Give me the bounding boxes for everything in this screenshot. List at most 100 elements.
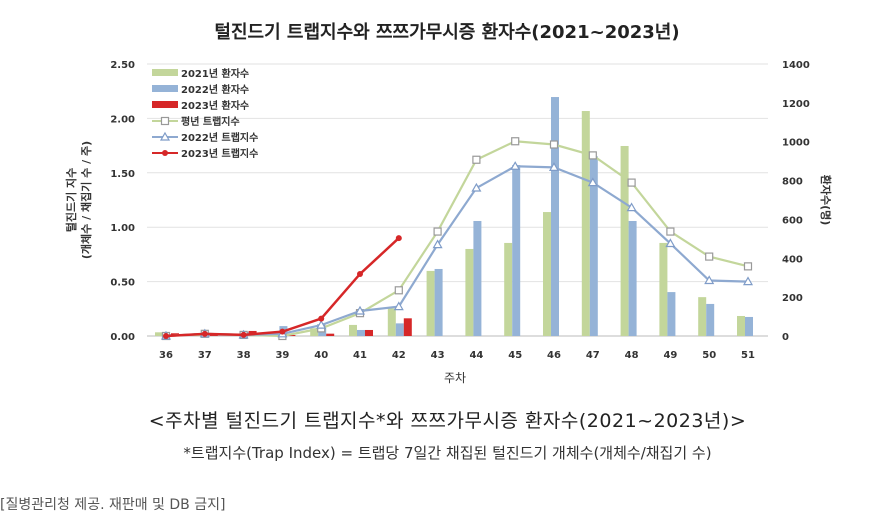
x-tick: 36 — [159, 350, 173, 361]
chart-title: 털진드기 트랩지수와 쯔쯔가무시증 환자수(2021~2023년) — [214, 21, 679, 43]
x-tick: 37 — [198, 350, 212, 361]
x-tick: 39 — [275, 350, 289, 361]
point-2023년-트랩지수-week-40 — [318, 315, 325, 322]
point-2022년-트랩지수-week-51 — [742, 276, 754, 286]
point-2022년-트랩지수-week-40 — [316, 319, 327, 329]
bar-2023년-환자수-week-39 — [287, 335, 296, 336]
legend-swatch — [152, 69, 178, 76]
point-2022년-트랩지수-week-50 — [704, 275, 715, 285]
legend-label: 2022년 환자수 — [181, 83, 249, 96]
point-2023년-트랩지수-week-36 — [163, 333, 169, 339]
legend-swatch — [152, 101, 178, 108]
y-tick-right: 1000 — [782, 138, 810, 149]
point-평년-트랩지수-week-45 — [511, 137, 520, 146]
bar-2021년-환자수-week-48 — [620, 145, 629, 336]
bar-2021년-환자수-week-36 — [155, 332, 163, 336]
y-tick-right: 1200 — [782, 99, 810, 110]
point-2023년-트랩지수-week-37 — [201, 330, 208, 337]
y-tick-right: 600 — [782, 215, 803, 226]
bar-2021년-환자수-week-44 — [465, 248, 474, 336]
bar-2022년-환자수-week-50 — [706, 303, 715, 336]
y-tick-right: 400 — [782, 254, 803, 265]
legend-marker — [159, 131, 171, 141]
bar-2021년-환자수-week-41 — [349, 324, 357, 336]
x-tick: 42 — [392, 350, 406, 361]
point-평년-트랩지수-week-42 — [394, 286, 403, 295]
bar-2022년-환자수-week-46 — [551, 97, 559, 337]
point-2022년-트랩지수-week-44 — [471, 182, 482, 192]
y-axis-label-left-1: 털진드기 지수 — [64, 168, 78, 233]
legend-marker — [160, 116, 170, 126]
x-tick: 44 — [469, 350, 483, 361]
point-2022년-트랩지수-week-47 — [587, 177, 598, 187]
point-평년-트랩지수-week-48 — [627, 178, 636, 187]
x-tick: 50 — [702, 350, 716, 361]
bar-2021년-환자수-week-45 — [504, 242, 513, 336]
point-2023년-트랩지수-week-39 — [279, 328, 286, 335]
x-tick: 45 — [508, 350, 522, 361]
point-평년-트랩지수-week-47 — [588, 151, 597, 160]
bar-2021년-환자수-week-46 — [543, 212, 551, 336]
legend-label: 2021년 환자수 — [181, 67, 249, 80]
legend-marker — [162, 150, 168, 156]
chart: 털진드기 트랩지수와 쯔쯔가무시증 환자수(2021~2023년) 0.000.… — [64, 21, 833, 385]
point-평년-트랩지수-week-43 — [433, 227, 442, 236]
point-평년-트랩지수-week-49 — [666, 227, 675, 236]
bar-2023년-환자수-week-40 — [326, 333, 335, 336]
y-tick-right: 0 — [782, 332, 789, 343]
source-credit: [질병관리청 제공. 재판매 및 DB 금지] — [0, 497, 226, 513]
x-tick: 41 — [353, 350, 367, 361]
x-tick: 40 — [314, 350, 328, 361]
point-2022년-트랩지수-week-46 — [548, 162, 560, 171]
x-tick: 49 — [663, 350, 677, 361]
footnote: *트랩지수(Trap Index) = 트랩당 7일간 채집된 털진드기 개체수… — [183, 444, 712, 462]
bar-2021년-환자수-week-47 — [581, 111, 590, 336]
y-tick-right: 200 — [782, 293, 803, 304]
bar-2023년-환자수-week-42 — [403, 318, 412, 336]
y-tick-left: 1.50 — [110, 169, 135, 180]
point-평년-트랩지수-week-44 — [472, 155, 481, 164]
x-tick: 47 — [586, 350, 600, 361]
point-평년-트랩지수-week-50 — [705, 252, 714, 261]
legend-swatch — [152, 85, 178, 92]
point-2022년-트랩지수-week-45 — [510, 161, 521, 170]
point-2023년-트랩지수-week-41 — [357, 270, 363, 277]
point-2023년-트랩지수-week-42 — [395, 235, 402, 242]
bar-2022년-환자수-week-44 — [473, 220, 482, 336]
point-2023년-트랩지수-week-38 — [240, 331, 247, 338]
x-tick: 51 — [741, 350, 755, 361]
x-axis-label: 주차 — [444, 371, 466, 385]
x-tick: 46 — [547, 350, 561, 361]
bar-2021년-환자수-week-40 — [310, 328, 319, 336]
y-tick-left: 0.00 — [110, 332, 135, 343]
y-tick-right: 800 — [782, 177, 803, 188]
point-2022년-트랩지수-week-42 — [393, 301, 404, 311]
bar-2021년-환자수-week-51 — [737, 315, 745, 336]
point-2022년-트랩지수-week-48 — [626, 202, 637, 212]
x-tick: 38 — [237, 350, 251, 361]
y-tick-right: 1400 — [782, 60, 810, 71]
bar-2021년-환자수-week-42 — [387, 308, 396, 336]
point-2022년-트랩지수-week-49 — [665, 238, 676, 248]
bar-2021년-환자수-week-43 — [426, 270, 435, 336]
legend-label: 2023년 트랩지수 — [181, 147, 258, 160]
bar-2021년-환자수-week-49 — [659, 242, 668, 336]
legend-label: 2022년 트랩지수 — [181, 131, 258, 144]
figure-caption: <주차별 털진드기 트랩지수*와 쯔쯔가무시증 환자수(2021~2023년)> — [148, 410, 747, 432]
line-2023년-트랩지수 — [165, 237, 400, 338]
y-tick-left: 1.00 — [110, 223, 135, 234]
y-tick-left: 2.00 — [110, 114, 135, 125]
bar-2022년-환자수-week-43 — [434, 268, 443, 336]
legend-label: 평년 트랩지수 — [181, 115, 240, 128]
bar-2022년-환자수-week-42 — [395, 323, 404, 336]
bar-2021년-환자수-week-50 — [698, 297, 707, 336]
point-평년-트랩지수-week-46 — [549, 140, 559, 149]
point-2022년-트랩지수-week-41 — [354, 305, 366, 315]
bar-2022년-환자수-week-47 — [589, 156, 598, 336]
y-axis-label-left-2: (개체수 / 채집기 수 / 주) — [79, 141, 93, 259]
bar-2022년-환자수-week-41 — [357, 329, 365, 336]
bar-2022년-환자수-week-45 — [512, 165, 521, 336]
bar-2022년-환자수-week-49 — [667, 292, 676, 336]
x-tick: 43 — [431, 350, 445, 361]
